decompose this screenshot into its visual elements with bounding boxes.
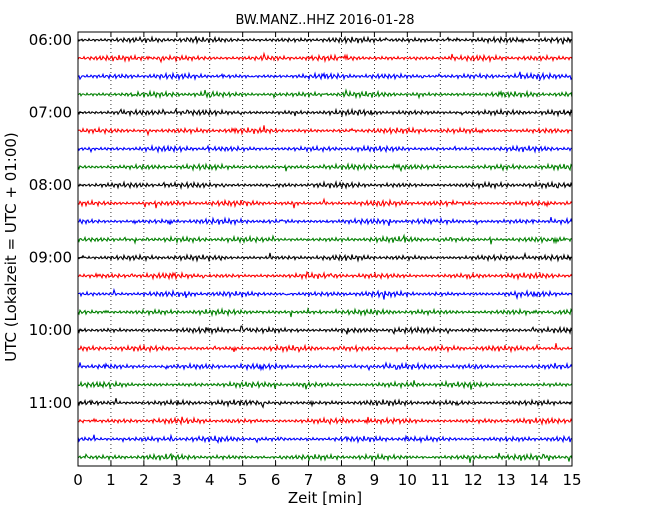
trace-line-4 — [77, 88, 573, 100]
trace-line-9 — [77, 179, 573, 190]
x-tick-label: 7 — [304, 471, 314, 489]
x-tick-label: 9 — [370, 471, 380, 489]
trace-line-22 — [77, 416, 573, 427]
trace-line-7 — [77, 143, 573, 154]
x-tick-label: 10 — [398, 471, 417, 489]
chart-title: BW.MANZ..HHZ 2016-01-28 — [235, 13, 414, 28]
x-tick-label: 2 — [139, 471, 149, 489]
plot-border — [77, 31, 573, 467]
trace-line-18 — [77, 343, 573, 354]
x-tick-label: 8 — [337, 471, 347, 489]
x-tick-label: 5 — [238, 471, 248, 489]
trace-line-14 — [77, 270, 573, 281]
trace-line-12 — [77, 233, 573, 245]
y-tick-label: 09:00 — [29, 249, 72, 267]
trace-line-20 — [77, 379, 573, 390]
x-tick-label: 3 — [172, 471, 182, 489]
x-tick-label: 15 — [562, 471, 581, 489]
y-tick-label: 08:00 — [29, 176, 72, 194]
trace-line-10 — [77, 197, 573, 209]
x-axis-label: Zeit [min] — [288, 489, 362, 507]
x-tick-label: 1 — [106, 471, 116, 489]
trace-line-23 — [77, 433, 573, 445]
y-tick-label: 10:00 — [29, 321, 72, 339]
y-axis-label: UTC (Lokalzeit = UTC + 01:00) — [2, 132, 20, 362]
x-tick-label: 11 — [431, 471, 450, 489]
trace-line-11 — [77, 216, 573, 227]
trace-line-6 — [77, 125, 573, 137]
trace-line-15 — [77, 287, 573, 301]
x-tick-label: 4 — [205, 471, 215, 489]
x-tick-label: 13 — [497, 471, 516, 489]
y-tick-label: 11:00 — [29, 394, 72, 412]
trace-line-17 — [77, 325, 573, 336]
y-tick-label: 06:00 — [29, 31, 72, 49]
x-tick-label: 12 — [464, 471, 483, 489]
plot-area: 0 1 2 3 4 5 6 7 8 9 10 11 12 13 14 1506:0007:0008:0009:… — [29, 31, 582, 489]
x-tick-label: 14 — [530, 471, 549, 489]
x-tick-label: 6 — [271, 471, 281, 489]
trace-line-13 — [77, 251, 573, 263]
trace-line-16 — [77, 307, 573, 318]
trace-line-5 — [77, 107, 573, 118]
y-tick-label: 07:00 — [29, 104, 72, 122]
trace-line-2 — [77, 51, 573, 64]
trace-line-24 — [77, 452, 573, 463]
trace-line-8 — [77, 162, 573, 173]
trace-line-19 — [77, 361, 573, 372]
trace-line-21 — [77, 398, 573, 409]
x-tick-label: 0 — [73, 471, 83, 489]
trace-line-3 — [77, 71, 573, 82]
trace-line-1 — [77, 35, 573, 45]
